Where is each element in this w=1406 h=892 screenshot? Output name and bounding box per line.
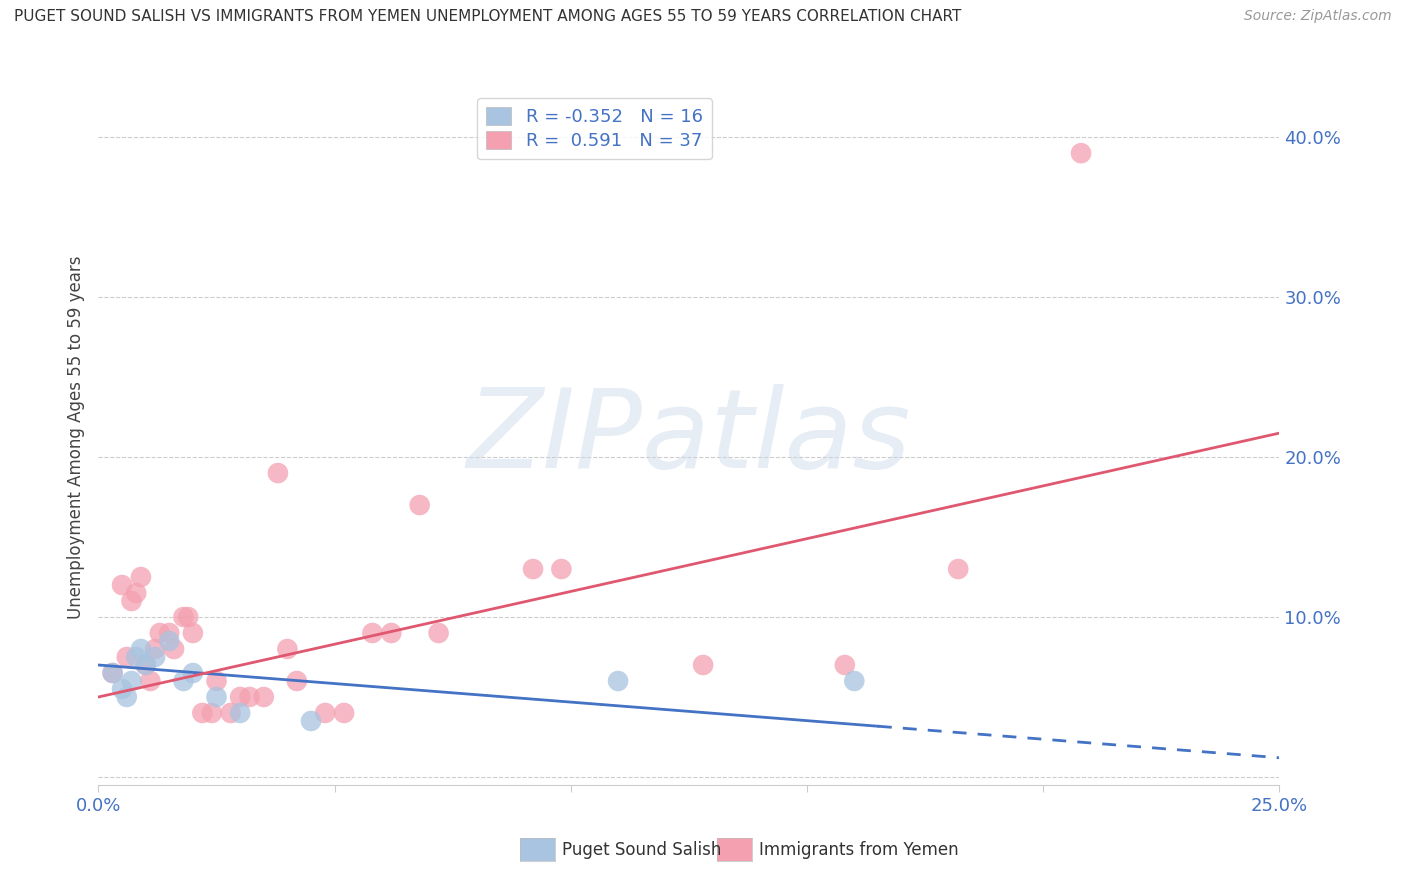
Point	[115, 650, 138, 665]
Point	[143, 642, 166, 657]
Point	[101, 665, 124, 680]
Point	[181, 626, 204, 640]
Point	[157, 634, 180, 648]
Point	[205, 690, 228, 704]
Y-axis label: Unemployment Among Ages 55 to 59 years: Unemployment Among Ages 55 to 59 years	[66, 255, 84, 619]
Point	[239, 690, 262, 704]
Point	[380, 626, 402, 640]
Text: Puget Sound Salish: Puget Sound Salish	[562, 841, 721, 859]
Point	[285, 673, 308, 688]
Point	[139, 673, 162, 688]
Point	[125, 650, 148, 665]
Point	[121, 673, 143, 688]
Point	[125, 586, 148, 600]
Point	[129, 642, 152, 657]
Point	[201, 706, 224, 720]
Point	[135, 658, 157, 673]
Point	[550, 562, 572, 576]
Point	[333, 706, 356, 720]
Point	[111, 578, 134, 592]
Point	[844, 673, 866, 688]
Point	[692, 658, 714, 673]
Point	[149, 626, 172, 640]
Point	[276, 642, 298, 657]
Point	[948, 562, 970, 576]
Point	[522, 562, 544, 576]
Point	[408, 498, 430, 512]
Point	[253, 690, 276, 704]
Point	[229, 690, 252, 704]
Text: PUGET SOUND SALISH VS IMMIGRANTS FROM YEMEN UNEMPLOYMENT AMONG AGES 55 TO 59 YEA: PUGET SOUND SALISH VS IMMIGRANTS FROM YE…	[14, 9, 962, 24]
Point	[205, 673, 228, 688]
Point	[157, 626, 180, 640]
Point	[172, 610, 194, 624]
Point	[191, 706, 214, 720]
Point	[427, 626, 450, 640]
Point	[111, 681, 134, 696]
Point	[361, 626, 384, 640]
Point	[1070, 146, 1092, 161]
Point	[267, 466, 290, 480]
Point	[181, 665, 204, 680]
Point	[129, 570, 152, 584]
Point	[143, 650, 166, 665]
Point	[163, 642, 186, 657]
Point	[172, 673, 194, 688]
Point	[115, 690, 138, 704]
Text: ZIPatlas: ZIPatlas	[467, 384, 911, 491]
Point	[177, 610, 200, 624]
Point	[229, 706, 252, 720]
Point	[834, 658, 856, 673]
Text: Immigrants from Yemen: Immigrants from Yemen	[759, 841, 959, 859]
Legend: R = -0.352   N = 16, R =  0.591   N = 37: R = -0.352 N = 16, R = 0.591 N = 37	[477, 98, 711, 160]
Point	[101, 665, 124, 680]
Point	[314, 706, 336, 720]
Point	[607, 673, 630, 688]
Text: Source: ZipAtlas.com: Source: ZipAtlas.com	[1244, 9, 1392, 23]
Point	[299, 714, 322, 728]
Point	[121, 594, 143, 608]
Point	[135, 658, 157, 673]
Point	[219, 706, 242, 720]
